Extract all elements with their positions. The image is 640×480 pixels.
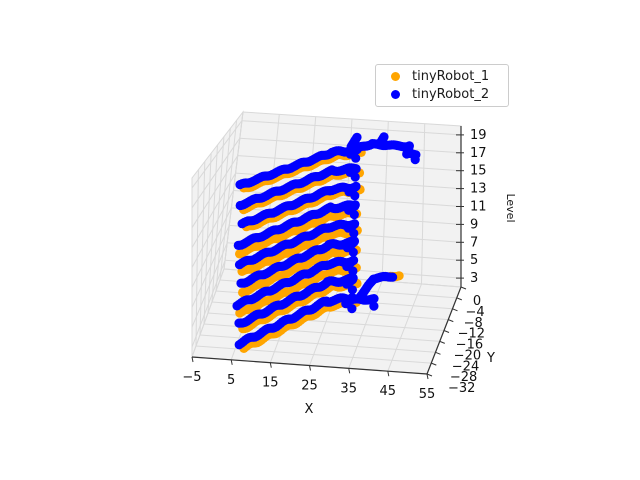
y-tick	[435, 351, 441, 355]
y-tick	[452, 308, 458, 312]
z-tick-label: 17	[470, 146, 487, 161]
grid-line-y	[199, 334, 436, 353]
z-tick-label: 19	[470, 128, 487, 143]
legend-item: tinyRobot_2	[386, 87, 502, 102]
legend-item: tinyRobot_1	[386, 69, 502, 84]
grid-line-z	[191, 190, 234, 268]
y-tick	[448, 319, 454, 323]
grid-line-z	[191, 137, 241, 209]
y-tick-label: −24	[452, 359, 479, 374]
x-tick-label: −5	[182, 370, 201, 385]
x-tick	[269, 362, 272, 368]
grid-line-z	[191, 172, 237, 248]
x-tick-label: 15	[262, 376, 279, 391]
y-tick	[460, 286, 467, 290]
y-tick	[456, 297, 462, 301]
x-tick-label: 5	[227, 373, 235, 388]
legend-marker-tinyRobot_1-icon	[391, 72, 400, 82]
x-axis-title: X	[305, 402, 314, 417]
y-tick	[439, 340, 445, 344]
grid-line-z	[237, 155, 462, 172]
x-tick	[348, 368, 351, 374]
x-tick-label: 25	[301, 379, 318, 394]
x-tick-label: 45	[380, 384, 397, 399]
z-tick-label: 11	[470, 200, 487, 215]
y-tick-label: −12	[458, 327, 485, 342]
y-axis-title: Y	[486, 351, 495, 366]
y-tick-label: −28	[450, 370, 477, 385]
grid-line-z	[191, 260, 226, 348]
legend-label-tinyRobot_2: tinyRobot_2	[412, 86, 490, 102]
x-tick	[426, 373, 429, 380]
z-tick-label: 5	[470, 253, 478, 268]
z-tick-label: 3	[470, 271, 478, 286]
y-tick	[426, 373, 433, 377]
y-tick-label: −4	[466, 305, 485, 320]
z-axis-title: Level	[504, 193, 517, 222]
grid-line-z	[191, 120, 243, 189]
y-tick-label: 0	[473, 294, 481, 309]
legend-label-tinyRobot_1: tinyRobot_1	[412, 69, 490, 85]
y-tick-label: −32	[448, 381, 475, 396]
x-tick	[387, 371, 390, 377]
y-tick-label: −20	[454, 348, 481, 363]
x-tick	[309, 365, 311, 371]
grid-line-y	[195, 345, 432, 364]
grid-line-z	[191, 155, 239, 228]
x-tick	[191, 356, 194, 363]
grid-line-z	[191, 242, 228, 328]
grid-line-z	[241, 120, 462, 136]
legend-marker-tinyRobot_2-icon	[391, 89, 400, 99]
y-tick	[431, 362, 437, 366]
y-tick-label: −8	[464, 316, 483, 331]
grid-line-z	[191, 207, 232, 288]
x-tick-label: 55	[419, 387, 436, 402]
scatter-points	[232, 132, 421, 353]
legend: tinyRobot_1 tinyRobot_2	[375, 64, 509, 107]
z-tick-label: 9	[470, 217, 478, 232]
y-tick-label: −16	[456, 338, 483, 353]
y-tick	[443, 330, 450, 333]
z-tick-label: 7	[470, 235, 478, 250]
x-tick	[230, 359, 233, 365]
x-tick-label: 35	[340, 381, 357, 396]
z-tick-label: 13	[470, 182, 487, 197]
z-tick-label: 15	[470, 164, 487, 179]
grid-line-z	[191, 225, 230, 308]
